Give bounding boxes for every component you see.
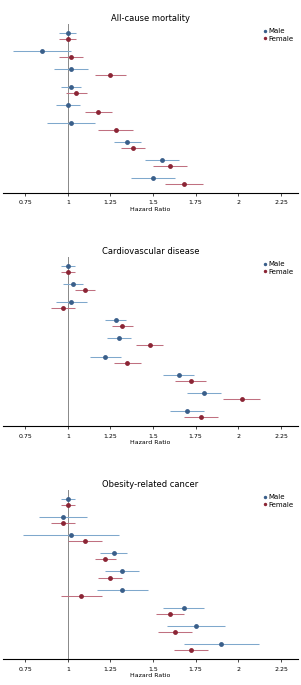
- X-axis label: Hazard Ratio: Hazard Ratio: [130, 440, 171, 445]
- Legend: Male, Female: Male, Female: [262, 260, 294, 275]
- Title: Cardiovascular disease: Cardiovascular disease: [102, 247, 199, 256]
- Title: Obesity-related cancer: Obesity-related cancer: [102, 480, 199, 489]
- Title: All-cause mortality: All-cause mortality: [111, 14, 190, 23]
- Legend: Male, Female: Male, Female: [262, 27, 294, 42]
- X-axis label: Hazard Ratio: Hazard Ratio: [130, 207, 171, 212]
- Legend: Male, Female: Male, Female: [262, 494, 294, 508]
- X-axis label: Hazard Ratio: Hazard Ratio: [130, 673, 171, 678]
